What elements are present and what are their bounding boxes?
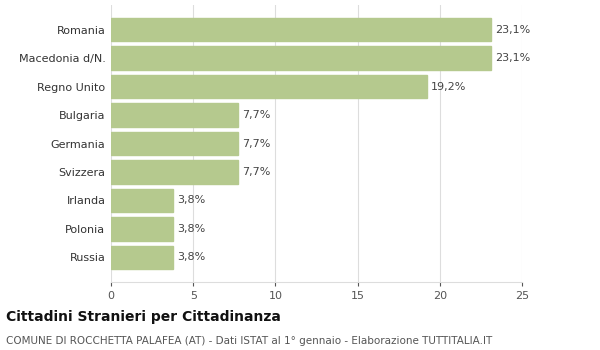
Text: 3,8%: 3,8% xyxy=(178,252,206,262)
Text: 3,8%: 3,8% xyxy=(178,224,206,234)
Text: 23,1%: 23,1% xyxy=(495,25,530,35)
Bar xyxy=(111,160,238,184)
Text: 7,7%: 7,7% xyxy=(242,167,270,177)
Bar xyxy=(111,18,491,41)
Text: 23,1%: 23,1% xyxy=(495,53,530,63)
Text: 19,2%: 19,2% xyxy=(431,82,466,91)
Bar xyxy=(111,189,173,212)
Bar xyxy=(111,103,238,127)
Bar xyxy=(111,46,491,70)
Bar xyxy=(111,217,173,241)
Bar xyxy=(111,132,238,155)
Text: 7,7%: 7,7% xyxy=(242,110,270,120)
Text: COMUNE DI ROCCHETTA PALAFEA (AT) - Dati ISTAT al 1° gennaio - Elaborazione TUTTI: COMUNE DI ROCCHETTA PALAFEA (AT) - Dati … xyxy=(6,336,492,346)
Text: 3,8%: 3,8% xyxy=(178,196,206,205)
Text: 7,7%: 7,7% xyxy=(242,139,270,148)
Text: Cittadini Stranieri per Cittadinanza: Cittadini Stranieri per Cittadinanza xyxy=(6,310,281,324)
Bar xyxy=(111,246,173,269)
Bar xyxy=(111,75,427,98)
